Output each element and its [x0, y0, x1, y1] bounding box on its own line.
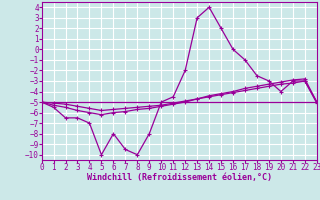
X-axis label: Windchill (Refroidissement éolien,°C): Windchill (Refroidissement éolien,°C) — [87, 173, 272, 182]
